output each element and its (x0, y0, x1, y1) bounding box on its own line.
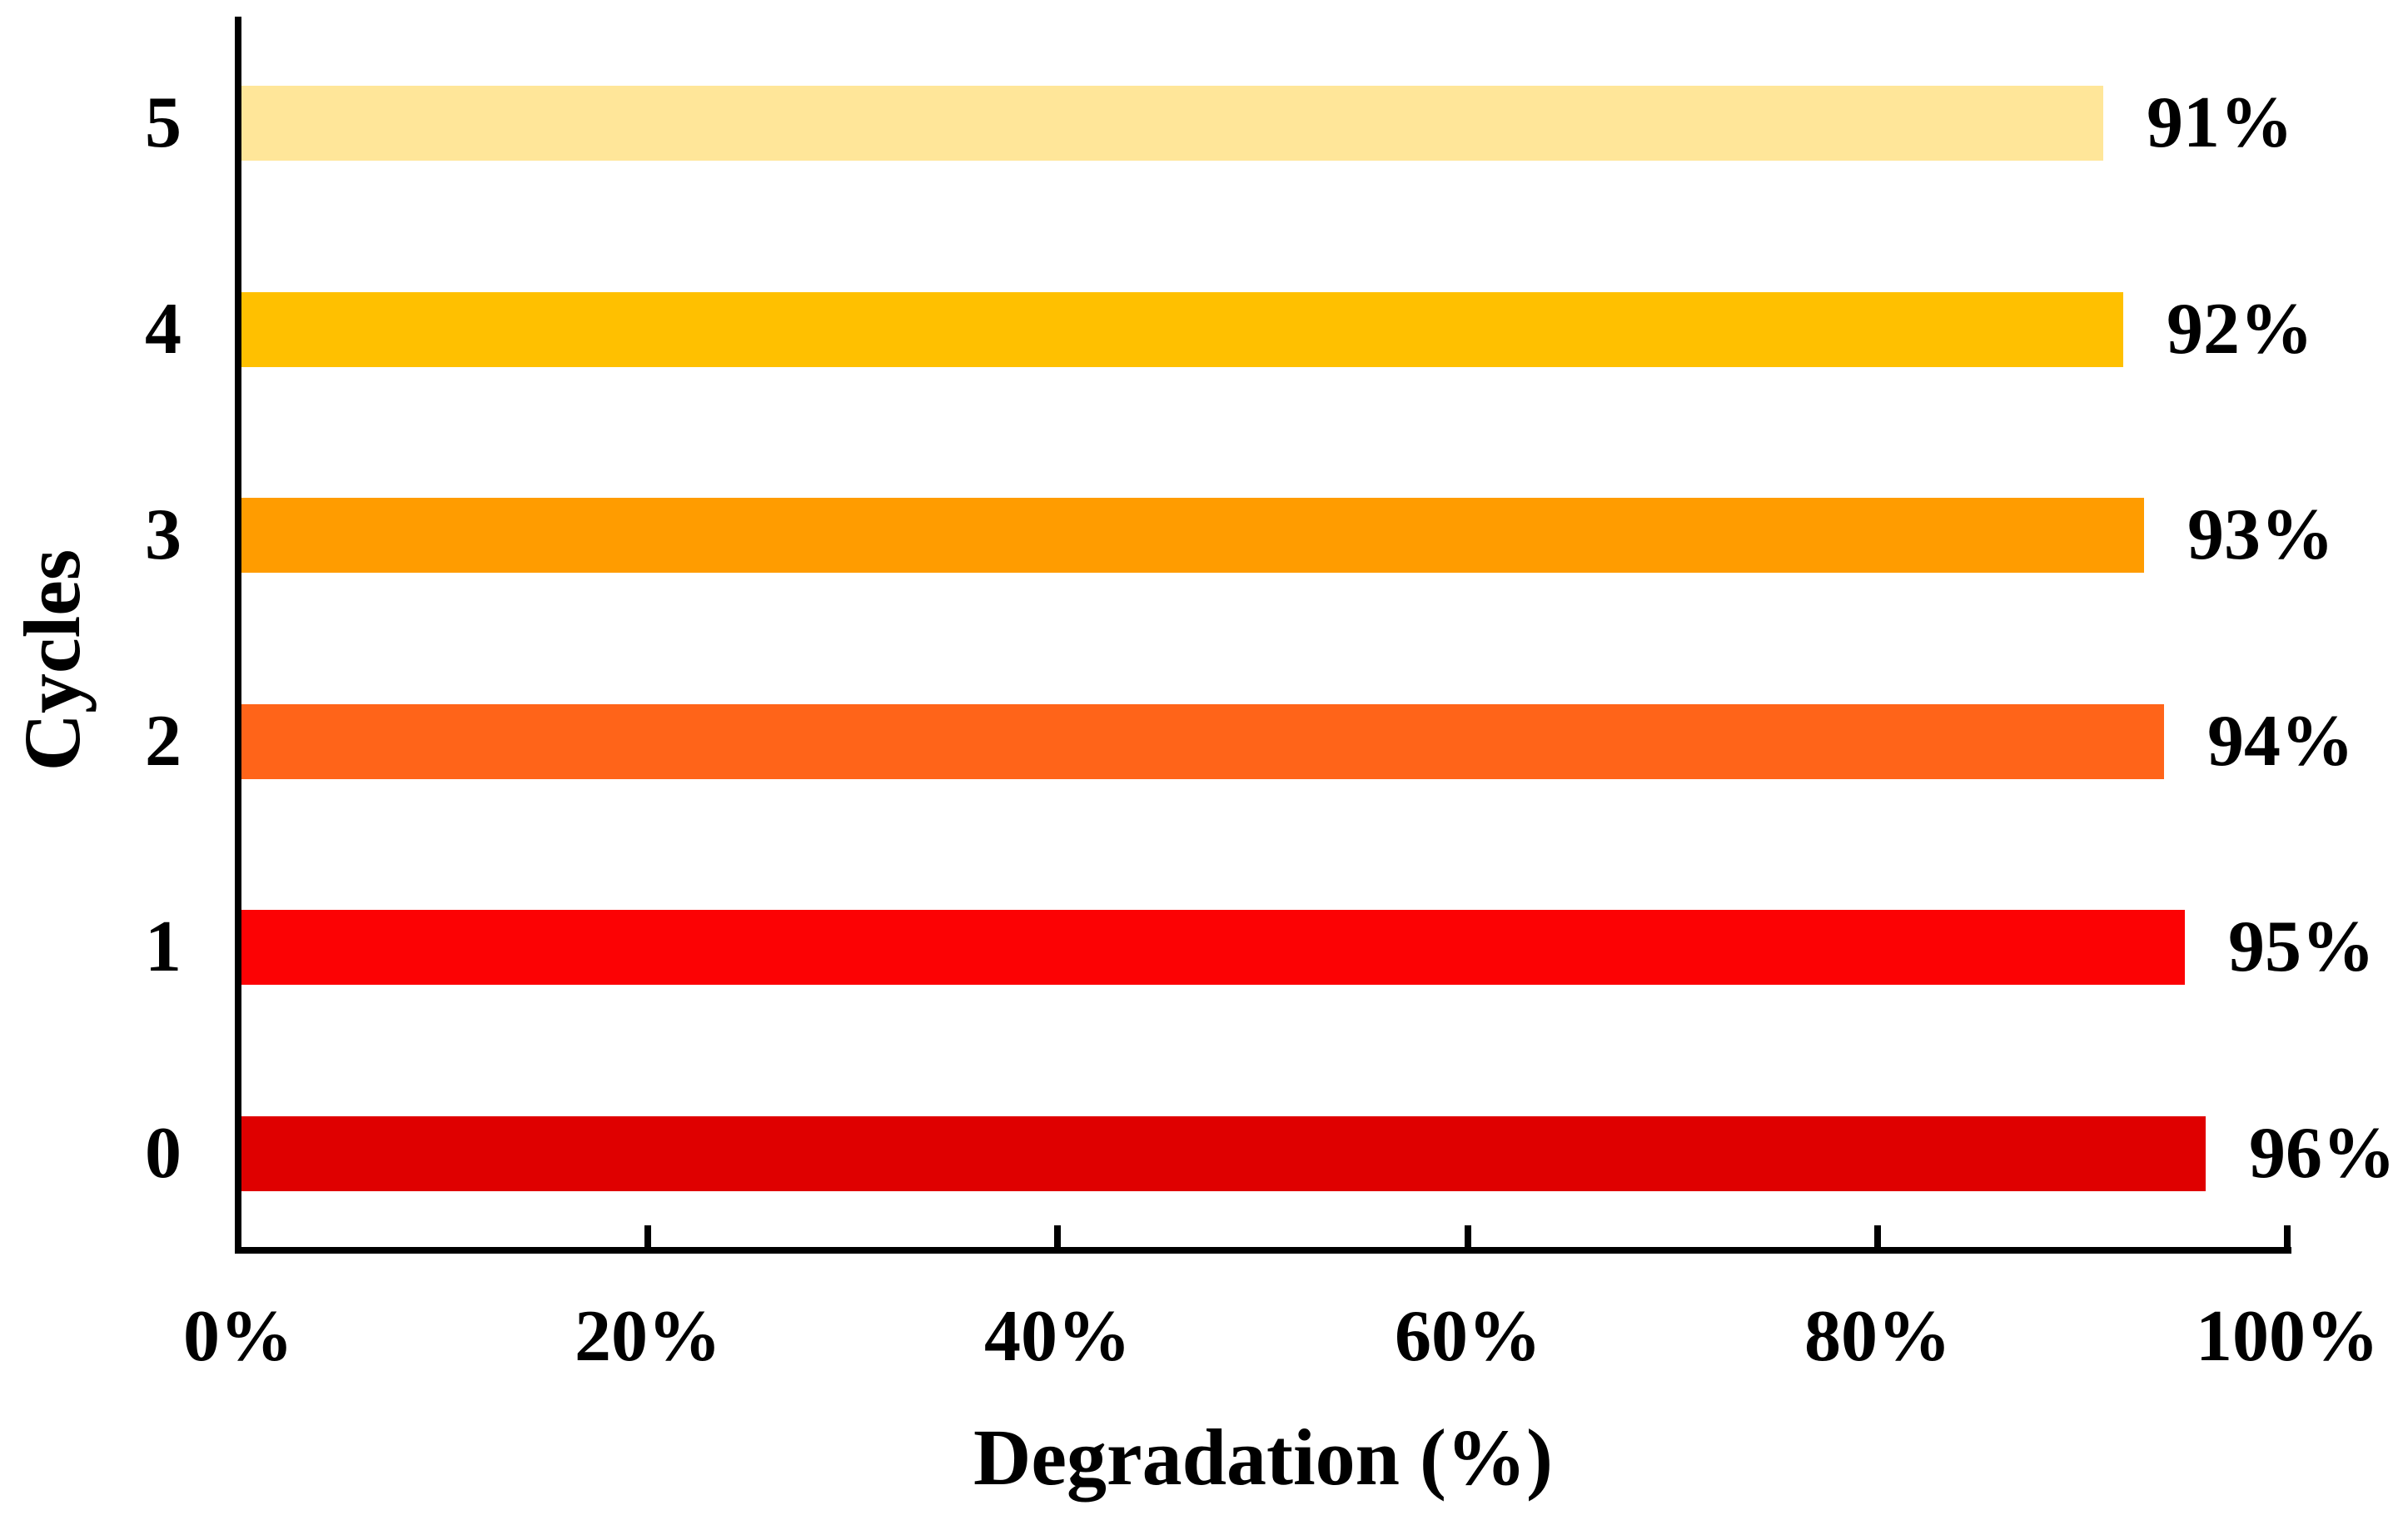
bar-value-label-cycle-2: 94% (2207, 701, 2354, 782)
x-axis-line (235, 1247, 2291, 1254)
y-axis-line (235, 17, 241, 1254)
bar-cycle-0 (241, 1116, 2206, 1191)
y-tick-label-cycle-0: 0 (145, 1113, 182, 1194)
y-tick-label-cycle-3: 3 (145, 494, 182, 575)
x-axis-tick-60 (1465, 1225, 1471, 1247)
x-axis-tick-100 (2284, 1225, 2291, 1247)
x-tick-label-100: 100% (2196, 1296, 2379, 1377)
y-tick-label-cycle-4: 4 (145, 289, 182, 370)
x-axis-title: Degradation (%) (973, 1413, 1553, 1502)
bar-value-label-cycle-0: 96% (2249, 1113, 2396, 1194)
x-tick-label-20: 20% (575, 1296, 721, 1377)
bar-cycle-1 (241, 910, 2185, 985)
bar-cycle-5 (241, 86, 2103, 161)
bar-value-label-cycle-4: 92% (2167, 289, 2313, 370)
x-axis-tick-20 (644, 1225, 651, 1247)
bar-value-label-cycle-3: 93% (2187, 494, 2334, 575)
bar-cycle-3 (241, 498, 2144, 573)
bar-value-label-cycle-5: 91% (2147, 82, 2293, 163)
x-tick-label-60: 60% (1395, 1296, 1541, 1377)
bar-cycle-2 (241, 704, 2164, 779)
x-axis-tick-40 (1054, 1225, 1061, 1247)
y-tick-label-cycle-2: 2 (145, 701, 182, 782)
y-tick-label-cycle-1: 1 (145, 907, 182, 987)
x-tick-label-40: 40% (984, 1296, 1131, 1377)
x-tick-label-80: 80% (1804, 1296, 1951, 1377)
x-axis-tick-80 (1874, 1225, 1881, 1247)
y-tick-label-cycle-5: 5 (145, 82, 182, 163)
x-tick-label-0: 0% (183, 1296, 293, 1377)
bar-value-label-cycle-1: 95% (2228, 907, 2375, 987)
bar-cycle-4 (241, 292, 2123, 367)
y-axis-title: Cycles (7, 549, 97, 772)
